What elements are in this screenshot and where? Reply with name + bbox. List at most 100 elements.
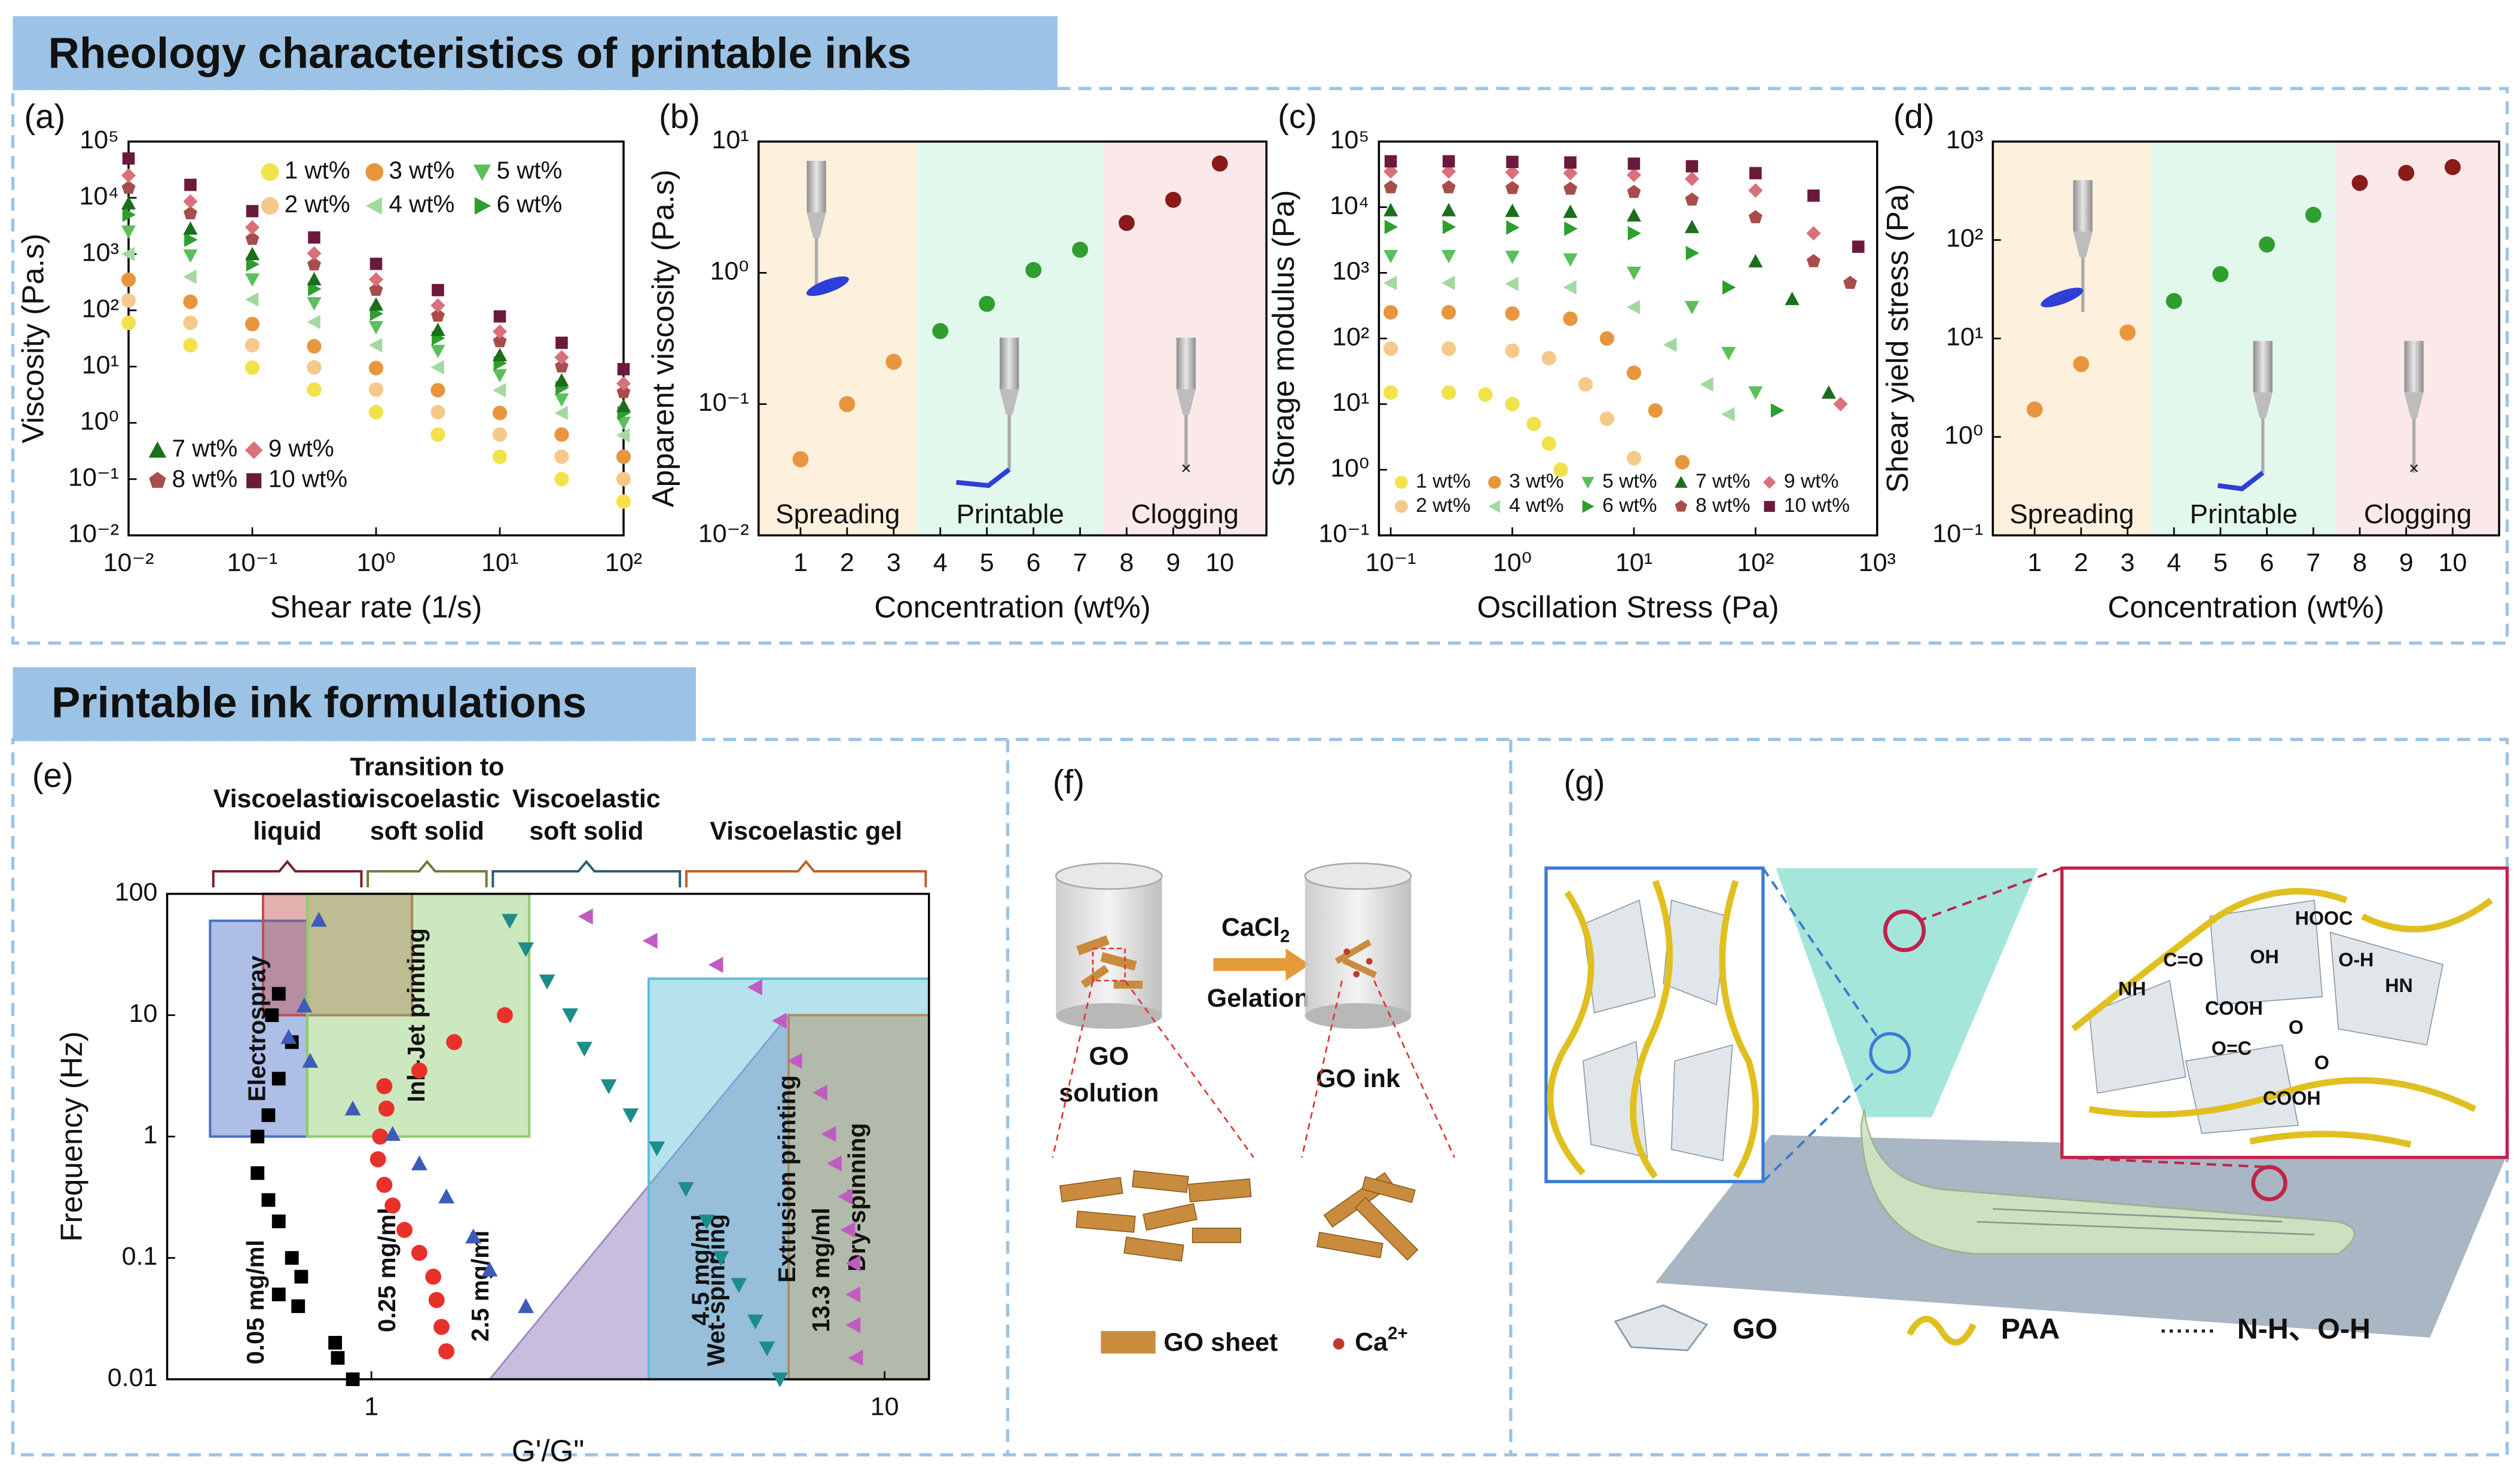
data-point (331, 1351, 345, 1365)
x-tick-label: 8 (2353, 548, 2367, 577)
x-tick-label: 5 (980, 548, 994, 577)
y-tick-label: 10⁴ (80, 182, 119, 210)
data-point (616, 449, 631, 464)
data-point (1165, 191, 1181, 208)
data-point (1749, 167, 1762, 179)
x-tick-label: 10¹ (1615, 548, 1652, 577)
data-point (411, 1062, 427, 1079)
data-point (677, 1182, 694, 1197)
phase-label: viscoelastic (354, 785, 500, 813)
data-point (708, 957, 723, 973)
data-point (616, 494, 631, 509)
data-point (183, 194, 198, 209)
section-header: Rheology characteristics of printable in… (48, 29, 912, 77)
x-tick-label: 10 (1205, 548, 1234, 577)
data-point (294, 1269, 308, 1284)
x-axis-label: Concentration (wt%) (2107, 590, 2384, 624)
panel-label: (d) (1893, 97, 1935, 135)
header-box (13, 667, 696, 741)
data-point (122, 152, 135, 165)
data-point (1383, 276, 1397, 291)
y-tick-label: 10³ (1332, 257, 1369, 286)
y-tick-label: 10⁻¹ (68, 463, 119, 492)
bond-label: OH (2250, 946, 2278, 968)
data-point (1563, 311, 1578, 326)
data-point (430, 309, 445, 322)
data-point (1119, 215, 1135, 231)
data-point (1505, 276, 1519, 291)
data-point (1506, 155, 1519, 169)
x-tick-label: 4 (933, 548, 948, 577)
y-tick-label: 10⁵ (1330, 126, 1370, 154)
nozzle-icons: × × (804, 161, 2423, 492)
data-point (481, 1261, 498, 1277)
data-point (554, 359, 569, 373)
data-point (616, 428, 630, 443)
data-point (493, 310, 506, 323)
data-point (369, 257, 383, 270)
phase-bracket (366, 859, 488, 888)
panel-label: (a) (24, 97, 65, 135)
data-point (617, 363, 630, 376)
legend-label: 6 wt% (497, 190, 563, 218)
y-tick-label: 10 (129, 999, 158, 1028)
data-point (372, 1128, 389, 1145)
legend-label: 3 wt% (389, 156, 455, 184)
y-tick-label: 10⁴ (1330, 191, 1369, 220)
data-point (1578, 377, 1593, 392)
data-point (554, 373, 569, 387)
data-point (492, 427, 508, 442)
data-point (1384, 155, 1397, 168)
x-axis-label: Shear rate (1/s) (270, 590, 482, 624)
legend-label: 1 wt% (1416, 470, 1470, 492)
legend-label: 7 wt% (1696, 470, 1750, 492)
legend-swatch (1101, 1330, 1156, 1354)
data-point (1627, 226, 1642, 241)
data-point (307, 257, 321, 271)
panel-label: (g) (1564, 763, 1605, 801)
data-point (1563, 181, 1578, 195)
data-point (1721, 347, 1736, 361)
data-point (245, 338, 260, 353)
data-point (425, 1268, 442, 1285)
data-point (368, 405, 384, 420)
data-point (430, 298, 445, 313)
data-point (344, 1100, 361, 1116)
data-point (1806, 226, 1821, 241)
bond-label: HOOC (2295, 907, 2353, 929)
data-point (1505, 165, 1520, 180)
data-point (496, 1007, 513, 1024)
bond-label: O (2314, 1052, 2329, 1073)
legend-marker (148, 441, 167, 458)
legend-marker (1764, 500, 1775, 512)
data-point (121, 168, 136, 183)
data-point (369, 1151, 386, 1168)
data-point (826, 1155, 842, 1172)
data-point (2119, 324, 2136, 341)
x-tick-label: 2 (2074, 548, 2088, 577)
x-tick-label: 9 (2399, 548, 2414, 577)
region (758, 141, 917, 536)
legend-label: N-H、O-H (2237, 1313, 2371, 1345)
data-point (1564, 221, 1578, 236)
legend-marker (245, 441, 263, 459)
data-point (1675, 454, 1690, 470)
data-point (430, 383, 445, 398)
chart: 10⁻¹ 10⁰ 10¹ 10² 10³ 10⁻¹ 10⁰ 10¹ 10² 10³ 10⁴ 10⁵ Os… (1266, 97, 1896, 624)
legend-marker (1763, 475, 1776, 489)
phase-bracket (212, 859, 363, 888)
data-point (121, 315, 136, 330)
data-point (245, 292, 259, 307)
data-point (747, 1314, 763, 1330)
legend-marker (149, 472, 166, 488)
data-point (307, 315, 320, 329)
reagent: CaCl2 (1221, 913, 1290, 946)
data-point (731, 1278, 747, 1293)
data-point (428, 1292, 445, 1308)
y-axis-label: Frequency (Hz) (54, 1031, 88, 1242)
data-point (1833, 396, 1848, 411)
data-point (576, 1042, 592, 1057)
data-point (1505, 181, 1520, 194)
legend-marker (1675, 500, 1688, 512)
